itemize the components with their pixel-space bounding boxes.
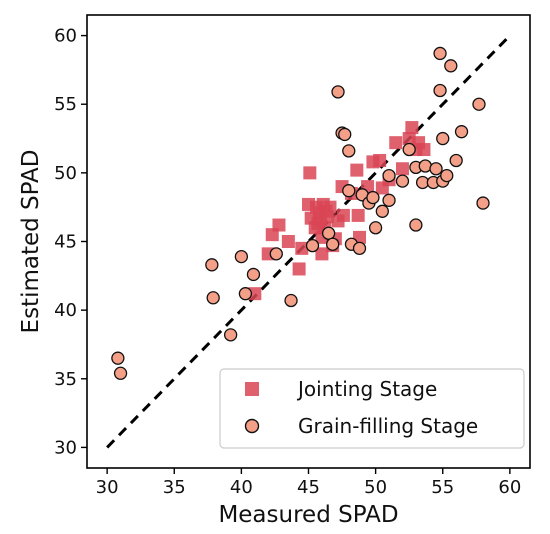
legend-marker-grain-filling bbox=[244, 418, 260, 434]
jointing-point bbox=[303, 166, 317, 180]
grain-filling-point bbox=[454, 125, 469, 139]
grain-filling-point bbox=[368, 221, 383, 235]
y-tick-label: 60 bbox=[54, 26, 77, 47]
legend-box bbox=[219, 368, 525, 449]
grain-filling-point bbox=[444, 59, 458, 73]
axis-ticks: 30 35 40 45 50 55 60 30 35 40 45 50 55 60 bbox=[54, 26, 521, 498]
jointing-point bbox=[248, 287, 262, 301]
data-points bbox=[111, 46, 490, 380]
grain-filling-point bbox=[409, 218, 423, 232]
y-axis-label: Estimated SPAD bbox=[18, 150, 44, 334]
x-tick-label: 55 bbox=[431, 477, 454, 498]
legend-marker-jointing bbox=[245, 382, 259, 396]
grain-filling-point bbox=[111, 351, 125, 365]
grain-filling-point bbox=[331, 85, 345, 99]
grain-filling-point bbox=[449, 153, 463, 168]
grain-filling-point bbox=[472, 97, 486, 111]
grain-filling-point bbox=[305, 238, 320, 253]
grain-filling-point bbox=[246, 267, 261, 282]
jointing-point bbox=[417, 143, 431, 157]
x-tick-label: 30 bbox=[96, 477, 119, 498]
y-tick-label: 30 bbox=[54, 437, 77, 458]
grain-filling-point bbox=[375, 204, 389, 218]
legend: Jointing Stage Grain-filling Stage bbox=[219, 368, 525, 449]
grain-filling-point bbox=[429, 162, 443, 176]
grain-filling-point bbox=[223, 328, 238, 342]
y-tick-label: 35 bbox=[54, 369, 77, 390]
grain-filling-point bbox=[205, 258, 219, 272]
grain-filling-point bbox=[382, 168, 396, 183]
x-tick-label: 60 bbox=[498, 477, 521, 498]
grain-filling-point bbox=[352, 241, 367, 256]
x-axis-label: Measured SPAD bbox=[218, 502, 398, 528]
jointing-point bbox=[373, 154, 387, 168]
grain-filling-point bbox=[433, 83, 447, 98]
grain-filling-point bbox=[476, 196, 490, 210]
grain-filling-point bbox=[338, 127, 352, 142]
grain-filling-point bbox=[321, 226, 336, 240]
jointing-point bbox=[292, 262, 306, 276]
identity-reference-line bbox=[106, 34, 511, 449]
grain-filling-point bbox=[234, 249, 249, 264]
grain-filling-point bbox=[284, 293, 298, 308]
grain-filling-point bbox=[342, 184, 356, 198]
grain-filling-point bbox=[113, 366, 128, 380]
grain-filling-point bbox=[382, 193, 396, 207]
jointing-point bbox=[405, 121, 419, 135]
legend-label-jointing: Jointing Stage bbox=[296, 377, 437, 401]
grain-filling-point bbox=[366, 190, 380, 205]
grain-filling-point bbox=[440, 168, 454, 183]
y-tick-label: 50 bbox=[54, 163, 77, 184]
grain-filling-point bbox=[436, 131, 450, 146]
x-tick-label: 45 bbox=[297, 477, 320, 498]
grain-filling-point bbox=[395, 174, 410, 188]
grain-filling-point bbox=[238, 287, 253, 301]
x-tick-label: 35 bbox=[163, 477, 186, 498]
y-tick-label: 40 bbox=[54, 300, 77, 321]
jointing-point bbox=[272, 218, 286, 232]
grain-filling-point bbox=[402, 142, 416, 157]
jointing-point bbox=[350, 163, 364, 177]
plot-frame bbox=[86, 14, 531, 469]
grain-filling-point bbox=[342, 144, 356, 158]
y-tick-label: 55 bbox=[54, 94, 77, 115]
x-tick-label: 50 bbox=[364, 477, 387, 498]
grain-filling-point bbox=[206, 291, 220, 305]
y-tick-label: 45 bbox=[54, 232, 77, 253]
jointing-point bbox=[315, 247, 329, 261]
jointing-point bbox=[323, 200, 337, 214]
jointing-point bbox=[336, 208, 350, 222]
grain-filling-point bbox=[418, 159, 432, 173]
legend-label-grain-filling: Grain-filling Stage bbox=[298, 414, 478, 438]
grain-filling-point bbox=[269, 247, 283, 261]
grain-filling-point bbox=[326, 237, 340, 251]
x-tick-label: 40 bbox=[230, 477, 253, 498]
jointing-point bbox=[389, 136, 403, 150]
grain-filling-point bbox=[433, 46, 447, 61]
jointing-point bbox=[281, 235, 295, 248]
jointing-point bbox=[295, 241, 309, 255]
jointing-point bbox=[395, 162, 409, 176]
jointing-point bbox=[351, 208, 365, 222]
